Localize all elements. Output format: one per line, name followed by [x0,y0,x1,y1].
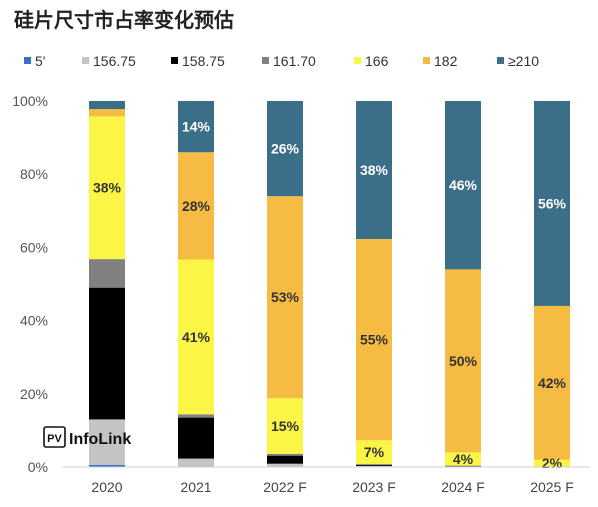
watermark-badge: PV [47,433,62,445]
infolink-watermark: PV InfoLink [43,426,131,448]
bar-segment [89,109,125,117]
data-label: 15% [271,418,300,434]
bar-segment [89,464,125,467]
x-tick-label: 2025 F [530,479,574,495]
x-tick-label: 2020 [91,479,122,495]
x-axis: 2020 2021 2022 F 2023 F 2024 F 2025 F [62,466,590,495]
watermark-text: InfoLink [69,431,131,448]
data-label: 14% [182,119,211,135]
y-axis: 0% 20% 40% 60% 80% 100% [12,93,48,475]
data-label: 55% [360,332,389,348]
bar-segment [267,101,303,197]
bar-segment [178,101,214,153]
legend-label: 156.75 [93,53,136,69]
legend-swatch [497,57,504,64]
bar-segment [178,458,214,467]
bar-segment [89,287,125,420]
bar-segment [267,453,303,456]
data-label: 2% [542,455,563,471]
y-tick-label: 0% [28,459,48,475]
data-label: 28% [182,198,211,214]
legend-swatch [82,57,89,64]
bar-segment [267,398,303,454]
bar-segment [356,440,392,465]
legend-label: 182 [434,53,458,69]
y-tick-label: 100% [12,93,48,109]
bar-segment [356,465,392,467]
legend-label: 5' [35,53,45,69]
bar-segment [356,238,392,441]
data-labels: 38% 41% 28% 14% 15% 53% 26% 7% 55% 38% 4% 50% 46% 2% 4… [93,119,567,471]
bar-segment [356,101,392,239]
chart-title: 硅片尺寸市占率变化预估 [14,8,234,32]
bar-segment [445,452,481,466]
data-label: 38% [93,180,122,196]
data-label: 26% [271,141,300,157]
data-label: 50% [449,353,478,369]
legend-swatch [262,57,269,64]
legend-swatch [24,57,31,64]
bar-segment [534,459,570,467]
bar-segment [89,259,125,288]
bar-segment [356,464,392,466]
x-tick-label: 2023 F [352,479,396,495]
bar-segment [89,101,125,110]
data-label: 41% [182,329,211,345]
bar-segment [178,414,214,418]
data-label: 46% [449,177,478,193]
bar-segment [445,269,481,453]
legend-swatch [354,57,361,64]
data-label: 53% [271,289,300,305]
data-label: 56% [538,195,567,211]
legend-swatch [423,57,430,64]
data-label: 4% [453,451,474,467]
x-tick-label: 2022 F [263,479,307,495]
bars [89,101,570,467]
y-tick-label: 20% [20,386,48,402]
bar-segment [178,152,214,260]
bar-segment [267,455,303,464]
y-tick-label: 60% [20,239,48,255]
legend-swatch [171,57,178,64]
legend-label: 158.75 [182,53,225,69]
legend: 5' 156.75 158.75 161.70 166 182 ≥210 [24,53,539,69]
legend-label: 161.70 [273,53,316,69]
bar-segment [267,196,303,399]
watermark-badge-box [43,426,66,448]
legend-label: 166 [365,53,389,69]
data-label: 7% [364,444,385,460]
bar-segment [445,101,481,270]
bar-segment [178,259,214,415]
bar-segment [267,463,303,467]
bar-segment [178,417,214,459]
bar-segment [534,101,570,306]
data-label: 42% [538,375,567,391]
data-label: 38% [360,162,389,178]
bar-segment [89,116,125,260]
x-tick-label: 2021 [180,479,211,495]
bar-segment [89,419,125,465]
bar-segment [534,305,570,460]
y-tick-label: 80% [20,166,48,182]
x-tick-label: 2024 F [441,479,485,495]
bar-segment [356,464,392,465]
legend-label: ≥210 [508,53,539,69]
y-tick-label: 40% [20,313,48,329]
